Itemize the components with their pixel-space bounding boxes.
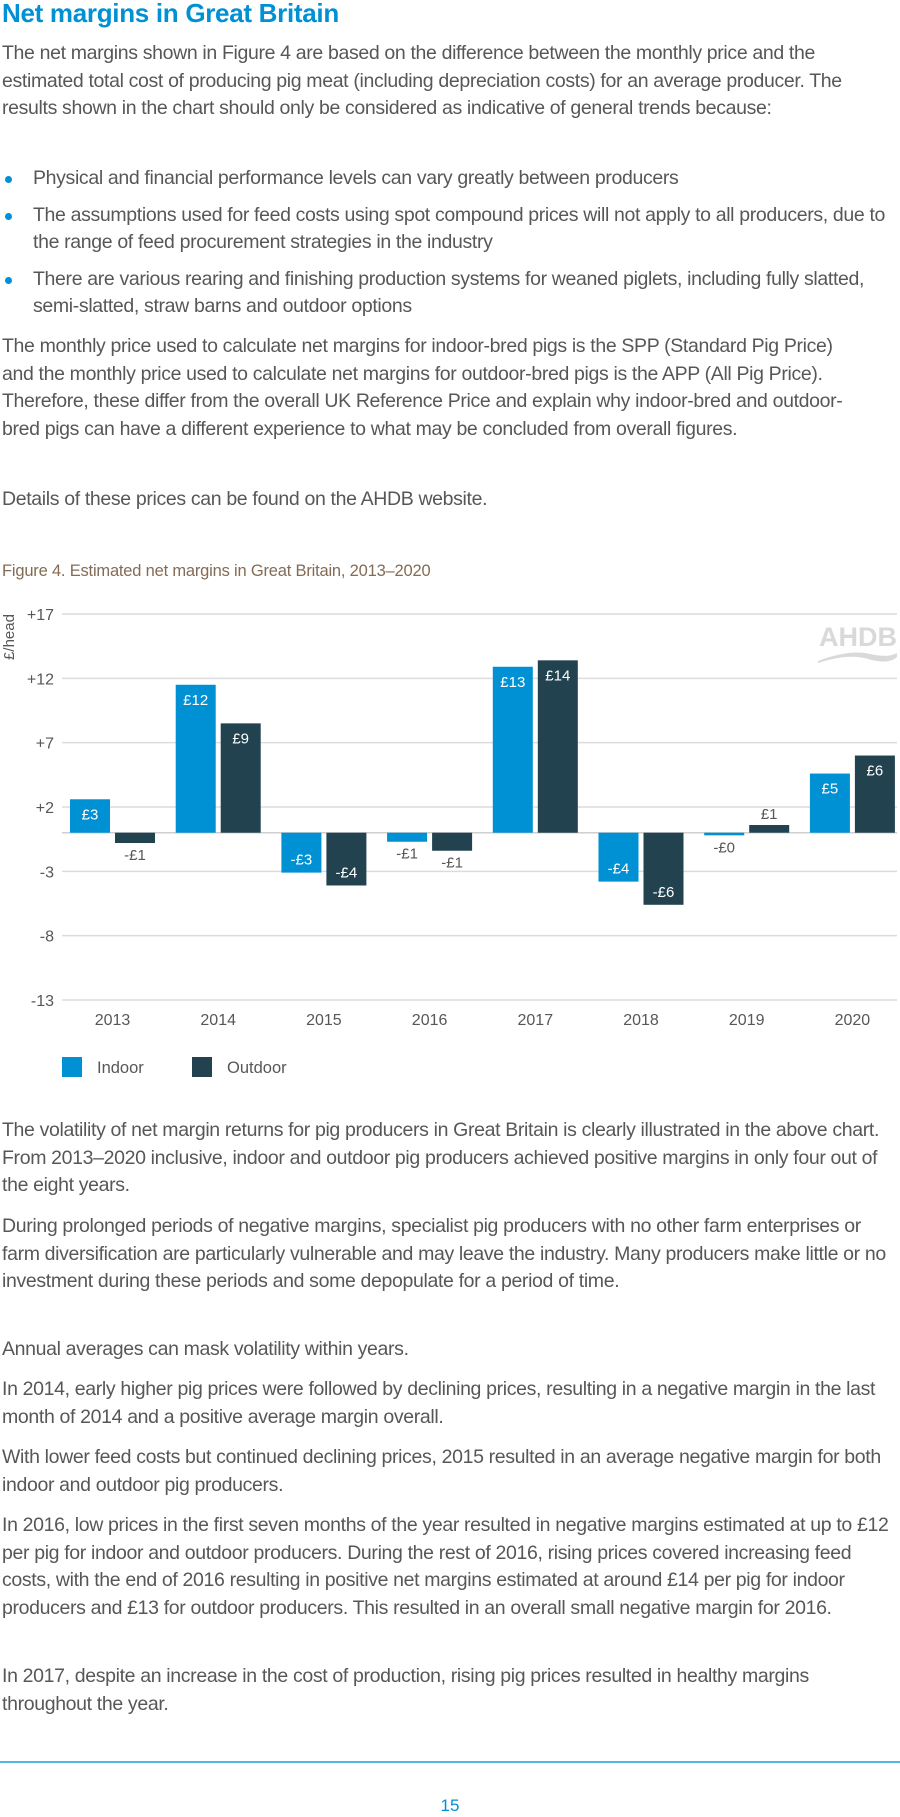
bullet-icon	[5, 176, 12, 183]
bar-indoor-2014	[175, 684, 216, 833]
caveat-item: Physical and financial performance level…	[2, 165, 898, 193]
ahdb-watermark: AHDB	[818, 622, 897, 663]
intro-paragraph: The net margins shown in Figure 4 are ba…	[2, 42, 842, 119]
bar-labels: £3 -£1 £12 £9 -£3 -£4 -£1 -£1 £13 £14 -£4 -£6 -£0 £1 £…	[82, 667, 884, 900]
data-label: £6	[867, 763, 884, 780]
y-tick-label: +7	[36, 736, 54, 753]
data-label: £1	[761, 806, 778, 823]
legend-label-outdoor: Outdoor	[227, 1059, 287, 1077]
y-tick-label: -13	[31, 993, 54, 1010]
body-paragraph: The volatility of net margin returns for…	[2, 1119, 880, 1196]
data-label: £14	[545, 667, 570, 684]
body-paragraph: In 2016, low prices in the first seven m…	[2, 1514, 889, 1619]
bar-indoor-2015	[281, 832, 322, 873]
bar-indoor-2018	[598, 832, 639, 882]
price-paragraph: The monthly price used to calculate net …	[2, 335, 843, 440]
bar-indoor-2020	[809, 773, 850, 833]
body-paragraph: During prolonged periods of negative mar…	[2, 1215, 886, 1292]
body-paragraph: Annual averages can mask volatility with…	[2, 1338, 409, 1360]
y-tick-label: +2	[36, 800, 54, 817]
details-paragraph: Details of these prices can be found on …	[2, 488, 488, 510]
data-label: -£1	[124, 847, 146, 864]
bar-outdoor-2014	[220, 723, 261, 833]
x-tick-label: 2020	[835, 1012, 871, 1029]
x-tick-label: 2018	[623, 1012, 659, 1029]
x-tick-label: 2014	[200, 1012, 236, 1029]
bar-indoor-2016	[387, 832, 428, 842]
data-label: -£4	[336, 864, 358, 881]
y-axis-label: £/head	[1, 614, 18, 660]
watermark-swoosh-icon	[818, 652, 897, 663]
y-tick-label: +17	[27, 607, 54, 624]
x-tick-label: 2017	[518, 1012, 554, 1029]
data-label: £3	[82, 806, 99, 823]
watermark-text: AHDB	[819, 622, 897, 652]
bar-outdoor-2013	[115, 832, 155, 844]
y-tick-label: +12	[27, 671, 54, 688]
x-tick-label: 2019	[729, 1012, 765, 1029]
data-label: -£1	[396, 846, 418, 863]
body-paragraph: In 2017, despite an increase in the cost…	[2, 1665, 809, 1715]
legend-swatch-outdoor	[192, 1057, 212, 1077]
figure-title: Figure 4. Estimated net margins in Great…	[2, 562, 431, 580]
bar-outdoor-2019	[749, 825, 790, 833]
caveat-item: The assumptions used for feed costs usin…	[2, 202, 898, 257]
data-label: -£4	[608, 861, 630, 878]
bullet-icon	[5, 276, 12, 284]
legend-swatch-indoor	[62, 1057, 82, 1077]
legend-label-indoor: Indoor	[97, 1059, 144, 1077]
section-heading: Net margins in Great Britain	[2, 0, 339, 28]
footer-divider	[0, 1761, 900, 1763]
bar-indoor-2019	[704, 832, 745, 836]
bullet-icon	[5, 212, 12, 220]
data-label: £13	[500, 674, 525, 691]
data-label: £12	[183, 692, 208, 709]
net-margins-chart: AHDB £/head +17 +12 +7 +2 -3 -8 -13 £3 -£1 £12 £9…	[1, 607, 897, 1077]
legend: Indoor Outdoor	[62, 1057, 287, 1077]
data-label: -£6	[653, 884, 675, 901]
y-tick-label: -8	[40, 929, 54, 946]
bar-outdoor-2017	[537, 660, 578, 833]
body-paragraph: In 2014, early higher pig prices were fo…	[2, 1378, 876, 1428]
x-axis-ticks: 2013 2014 2015 2016 2017 2018 2019 2020	[95, 1012, 871, 1029]
body-paragraph: With lower feed costs but continued decl…	[2, 1446, 881, 1496]
caveat-list: Physical and financial performance level…	[2, 165, 898, 330]
caveat-item: There are various rearing and finishing …	[2, 266, 898, 321]
x-tick-label: 2015	[306, 1012, 342, 1029]
bar-indoor-2017	[492, 666, 533, 833]
caveat-text: The assumptions used for feed costs usin…	[33, 203, 886, 254]
bar-outdoor-2020	[854, 755, 895, 833]
bar-outdoor-2015	[326, 832, 367, 886]
caveat-text: Physical and financial performance level…	[33, 167, 679, 189]
bars	[70, 660, 895, 905]
y-axis-ticks: +17 +12 +7 +2 -3 -8 -13	[27, 607, 54, 1010]
bar-indoor-2013	[70, 799, 110, 833]
data-label: £9	[232, 730, 249, 747]
y-tick-label: -3	[40, 864, 54, 881]
x-tick-label: 2016	[412, 1012, 448, 1029]
data-label: -£3	[291, 852, 313, 869]
page-number: 15	[440, 1796, 460, 1815]
bar-outdoor-2016	[432, 832, 473, 851]
caveat-text: There are various rearing and finishing …	[33, 267, 865, 318]
data-label: -£0	[713, 839, 735, 856]
bar-outdoor-2018	[643, 832, 684, 905]
data-label: £5	[822, 781, 839, 798]
data-label: -£1	[441, 855, 463, 872]
x-tick-label: 2013	[95, 1012, 131, 1029]
